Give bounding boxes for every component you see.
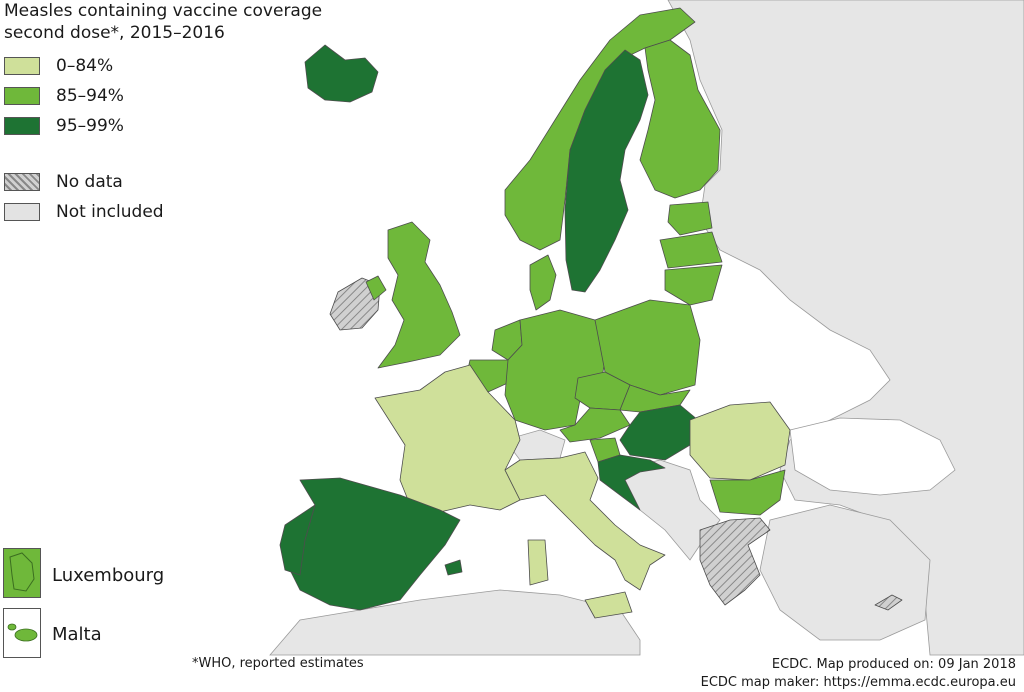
legend-item-not-included: Not included (4, 201, 224, 223)
footnote: *WHO, reported estimates (192, 656, 364, 671)
non-included-switzerland (504, 429, 566, 461)
country-norway (504, 7, 696, 251)
country-sicily (584, 591, 633, 619)
black-sea-shore (789, 417, 956, 496)
non-included-north-africa (269, 589, 641, 656)
country-ireland (329, 277, 381, 331)
produced-date: ECDC. Map produced on: 09 Jan 2018 (771, 657, 1016, 672)
legend-swatch-high (4, 117, 40, 135)
country-balearic (444, 559, 463, 576)
country-croatia (597, 454, 666, 511)
country-bulgaria (709, 469, 786, 516)
legend-item-high: 95–99% (4, 115, 224, 137)
country-austria (559, 407, 631, 443)
country-estonia (667, 201, 713, 236)
country-romania (689, 401, 791, 481)
legend-swatch-low (4, 57, 40, 75)
country-sardinia (527, 539, 549, 586)
legend-swatch-not-included (4, 203, 40, 221)
inset-luxembourg-shape (4, 549, 40, 597)
country-lithuania (664, 264, 723, 306)
country-hungary (619, 404, 699, 461)
map-title: Measles containing vaccine coverage seco… (4, 1, 323, 43)
country-northern-ireland (365, 275, 387, 301)
country-portugal (279, 504, 316, 576)
legend-item-no-data: No data (4, 171, 224, 193)
country-greece (699, 517, 771, 606)
inset-luxembourg-label: Luxembourg (52, 565, 165, 586)
legend-label-no-data: No data (56, 172, 123, 192)
legend-swatch-mid (4, 87, 40, 105)
legend-swatch-no-data (4, 173, 40, 191)
legend-item-low: 0–84% (4, 55, 224, 77)
inset-malta-label: Malta (52, 624, 102, 645)
country-united-kingdom (377, 221, 461, 369)
legend-label-low: 0–84% (56, 56, 114, 76)
country-sweden (564, 49, 649, 293)
legend-label-high: 95–99% (56, 116, 124, 136)
map-maker-url: ECDC map maker: https://emma.ecdc.europa… (700, 675, 1016, 690)
inset-malta-shape (7, 623, 38, 642)
country-italy (504, 451, 666, 591)
country-cyprus (874, 594, 903, 611)
credits: ECDC. Map produced on: 09 Jan 2018 ECDC … (701, 656, 1016, 692)
country-latvia (659, 231, 723, 269)
inset-luxembourg-box (3, 548, 41, 598)
country-finland (639, 39, 721, 199)
inset-malta-box (3, 608, 41, 658)
legend-label-not-included: Not included (56, 202, 164, 222)
legend-label-mid: 85–94% (56, 86, 124, 106)
legend-item-mid: 85–94% (4, 85, 224, 107)
country-iceland (304, 44, 379, 103)
country-denmark (529, 254, 557, 311)
